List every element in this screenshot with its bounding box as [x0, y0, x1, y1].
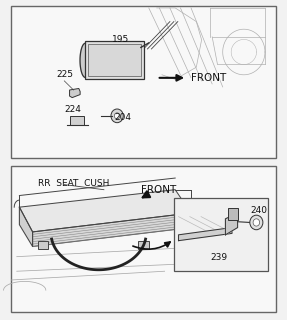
Text: 195: 195: [112, 35, 129, 44]
Circle shape: [253, 219, 260, 226]
Polygon shape: [33, 213, 191, 246]
Circle shape: [114, 113, 120, 119]
Polygon shape: [20, 207, 33, 246]
Bar: [138, 241, 149, 249]
Polygon shape: [179, 228, 232, 241]
Polygon shape: [80, 43, 86, 77]
Text: FRONT: FRONT: [141, 185, 176, 195]
Text: 239: 239: [211, 253, 228, 262]
Bar: [228, 208, 238, 220]
Bar: [11, 6, 276, 158]
Circle shape: [250, 215, 263, 230]
Text: 204: 204: [115, 113, 131, 122]
Polygon shape: [225, 213, 238, 235]
Text: FRONT: FRONT: [191, 73, 226, 83]
Bar: [38, 241, 49, 249]
Bar: [69, 116, 84, 125]
Text: 224: 224: [64, 105, 81, 114]
Text: RR  SEAT  CUSH: RR SEAT CUSH: [38, 179, 109, 188]
Polygon shape: [69, 88, 80, 98]
Bar: [86, 41, 144, 79]
Bar: [88, 44, 141, 76]
Text: 240: 240: [251, 206, 267, 215]
Circle shape: [111, 109, 123, 123]
Bar: [11, 166, 276, 312]
Polygon shape: [20, 190, 191, 232]
Bar: [174, 198, 267, 271]
Text: 225: 225: [56, 69, 73, 78]
